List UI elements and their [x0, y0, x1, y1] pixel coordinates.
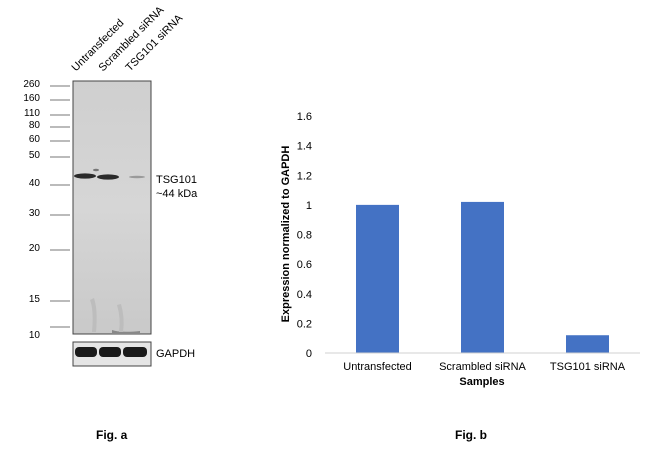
blot-image	[50, 80, 152, 367]
mw-marker-30: 30	[28, 208, 40, 219]
mw-marker-50: 50	[28, 150, 40, 161]
y-tick-label: 0.6	[297, 259, 312, 271]
target-band-name: TSG101	[156, 174, 197, 186]
band-scrambled	[97, 174, 119, 180]
bar	[356, 204, 399, 353]
mw-marker-15: 15	[28, 294, 40, 305]
y-tick-label: 0.2	[297, 318, 312, 330]
category-label: Untransfected	[343, 361, 411, 373]
mw-marker-60: 60	[28, 134, 40, 145]
fig-a-label: Fig. a	[96, 428, 128, 442]
mw-marker-10: 10	[28, 330, 40, 341]
y-tick-label: 0.8	[297, 230, 312, 242]
bar	[461, 201, 504, 353]
bar	[566, 335, 609, 353]
marker-ticks	[50, 85, 70, 328]
mw-marker-80: 80	[28, 120, 40, 131]
loading-control-label: GAPDH	[156, 348, 196, 360]
band-faint	[93, 168, 99, 172]
mw-marker-20: 20	[28, 243, 40, 254]
x-axis-title: Samples	[459, 376, 504, 388]
mw-marker-110: 110	[24, 108, 40, 119]
fig-b-label: Fig. b	[455, 428, 487, 442]
target-band-size: ~44 kDa	[156, 188, 198, 200]
gel-panel	[72, 80, 152, 335]
y-tick-label: 1.6	[297, 111, 312, 123]
y-tick-label: 0.4	[297, 289, 312, 301]
mw-marker-40: 40	[28, 178, 40, 189]
y-tick-label: 0	[306, 348, 312, 360]
category-label: Scrambled siRNA	[439, 361, 526, 373]
mw-marker-160: 160	[23, 93, 40, 104]
category-label: TSG101 siRNA	[550, 361, 626, 373]
band-untransfected	[74, 173, 96, 179]
y-axis-title: Expression normalized to GAPDH	[280, 146, 292, 323]
band-tsg101-sirna	[129, 175, 145, 179]
y-tick-label: 1.4	[297, 141, 312, 153]
mw-marker-260: 260	[23, 79, 40, 90]
target-band-label: TSG101 ~44 kDa	[156, 173, 197, 201]
y-tick-label: 1	[306, 200, 312, 212]
y-tick-label: 1.2	[297, 170, 312, 182]
